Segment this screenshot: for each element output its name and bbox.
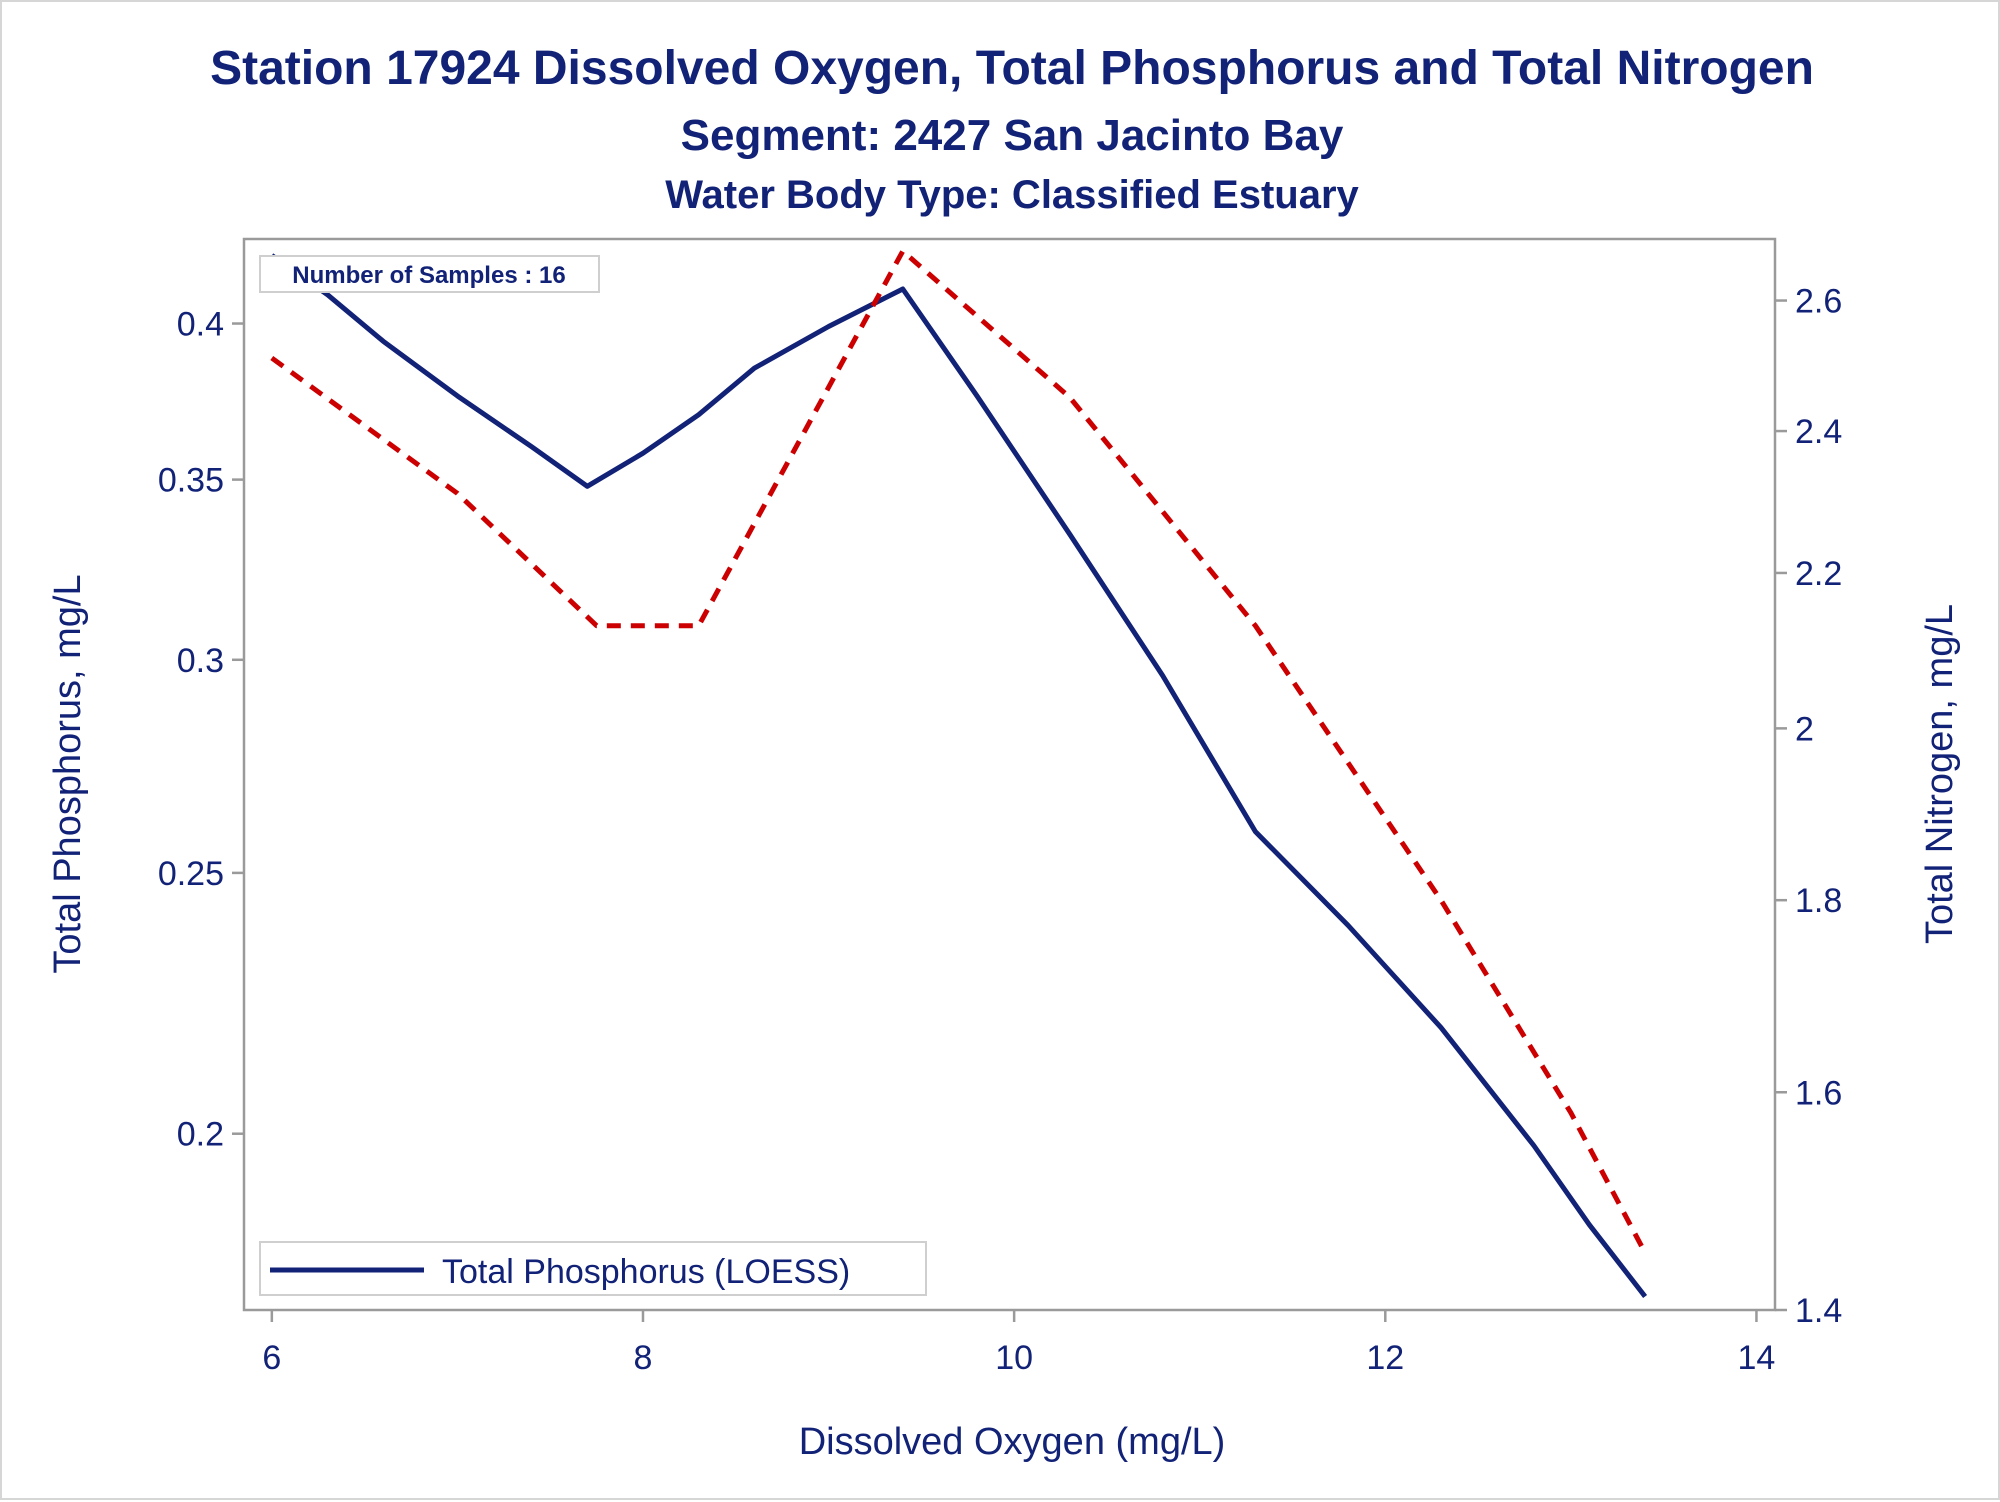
samples-inset: Number of Samples : 16 xyxy=(259,255,600,293)
samples-inset-text: Number of Samples : 16 xyxy=(292,262,565,289)
x-tick-label: 12 xyxy=(1366,1339,1404,1377)
y-tick-label: 0.25 xyxy=(158,855,224,893)
y2-tick-label: 2.4 xyxy=(1795,413,1842,451)
chart-subtitle: Segment: 2427 San Jacinto Bay xyxy=(681,111,1344,160)
samples-inset-box xyxy=(259,255,600,293)
series-layer xyxy=(270,248,1648,1299)
y2-axis-label: Total Nitrogen, mg/L xyxy=(1919,604,1961,944)
x-tick-label: 8 xyxy=(634,1339,653,1377)
y2-tick-label: 2.6 xyxy=(1795,283,1842,321)
x-tick-label: 6 xyxy=(262,1339,281,1377)
y-axis-label: Total Phosphorus, mg/L xyxy=(47,574,89,973)
y-tick-label: 0.35 xyxy=(158,462,224,500)
y2-tick-label: 1.8 xyxy=(1795,882,1842,920)
plot-area xyxy=(242,237,1777,1312)
y2-tick-label: 1.4 xyxy=(1795,1292,1842,1330)
phosphorus-line xyxy=(270,253,1648,1299)
y-tick-label: 0.3 xyxy=(177,642,224,680)
y-tick-label: 0.4 xyxy=(177,306,224,344)
legend-label: Total Phosphorus (LOESS) xyxy=(442,1253,850,1291)
legend: Total Phosphorus (LOESS) xyxy=(259,1241,927,1296)
x-tick-label: 10 xyxy=(995,1339,1033,1377)
y2-tick-label: 2.2 xyxy=(1795,555,1842,593)
chart-title: Station 17924 Dissolved Oxygen, Total Ph… xyxy=(210,42,1814,95)
y-axis-left: 0.2 0.25 0.3 0.35 0.4 xyxy=(158,306,244,1154)
y2-tick-label: 2 xyxy=(1795,710,1814,748)
y2-tick-label: 1.6 xyxy=(1795,1074,1842,1112)
y-axis-right: 1.4 1.6 1.8 2 2.2 2.4 2.6 xyxy=(1775,283,1842,1330)
x-axis: 6 8 10 12 14 xyxy=(262,1310,1775,1377)
nitrogen-line xyxy=(270,248,1648,1254)
y-tick-label: 0.2 xyxy=(177,1116,224,1154)
chart-subtitle-2: Water Body Type: Classified Estuary xyxy=(665,173,1359,217)
x-tick-label: 14 xyxy=(1738,1339,1776,1377)
x-axis-label: Dissolved Oxygen (mg/L) xyxy=(799,1421,1226,1463)
